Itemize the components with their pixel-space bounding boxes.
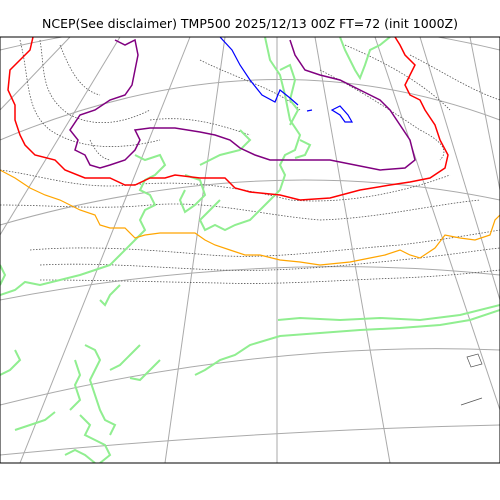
map-background <box>0 37 500 463</box>
graticule-longitude <box>0 37 500 463</box>
map-frame <box>0 36 500 464</box>
map-title: NCEP(See disclaimer) TMP500 2025/12/13 0… <box>41 16 458 31</box>
small-islands <box>460 353 483 406</box>
contour-blue <box>219 37 299 106</box>
contour-orange <box>0 169 500 266</box>
contour-red <box>7 37 449 201</box>
contour-blue-loop <box>330 105 354 123</box>
graticule-latitude <box>0 37 500 456</box>
contour-purple <box>69 38 416 171</box>
coastlines <box>0 37 500 463</box>
contour-blue-dot <box>306 109 313 112</box>
isotherms-dotted <box>0 39 500 284</box>
